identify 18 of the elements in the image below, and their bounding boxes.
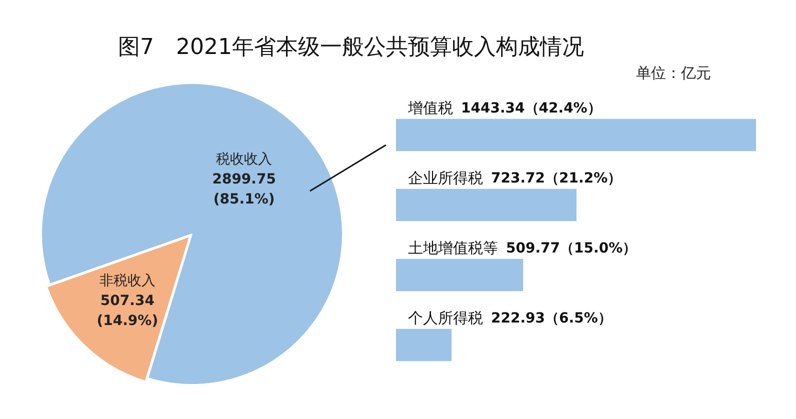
category-label: 增值税 — [408, 98, 453, 117]
chart-title: 图7 2021年省本级一般公共预算收入构成情况 — [118, 34, 584, 62]
annotation: 单位：亿元 — [636, 64, 711, 83]
bar — [396, 118, 756, 152]
bar — [396, 328, 452, 362]
slice-label: 税收收入 — [216, 151, 272, 168]
data-label: 507.34 (14.9%) — [96, 292, 158, 329]
bar — [396, 258, 524, 292]
slice-label: 非税收入 — [99, 272, 156, 289]
category-label: 个人所得税 — [408, 308, 483, 327]
data-label: 509.77（15.0%） — [506, 240, 637, 257]
category-label: 企业所得税 — [408, 168, 483, 187]
data-label: 1443.34（42.4%） — [461, 100, 602, 117]
category-label: 土地增值税等 — [408, 238, 498, 257]
data-label: 2899.75 (85.1%) — [212, 171, 276, 208]
data-label: 222.93（6.5%） — [491, 310, 612, 327]
data-label: 723.72（21.2%） — [491, 170, 622, 187]
bar — [396, 188, 577, 222]
